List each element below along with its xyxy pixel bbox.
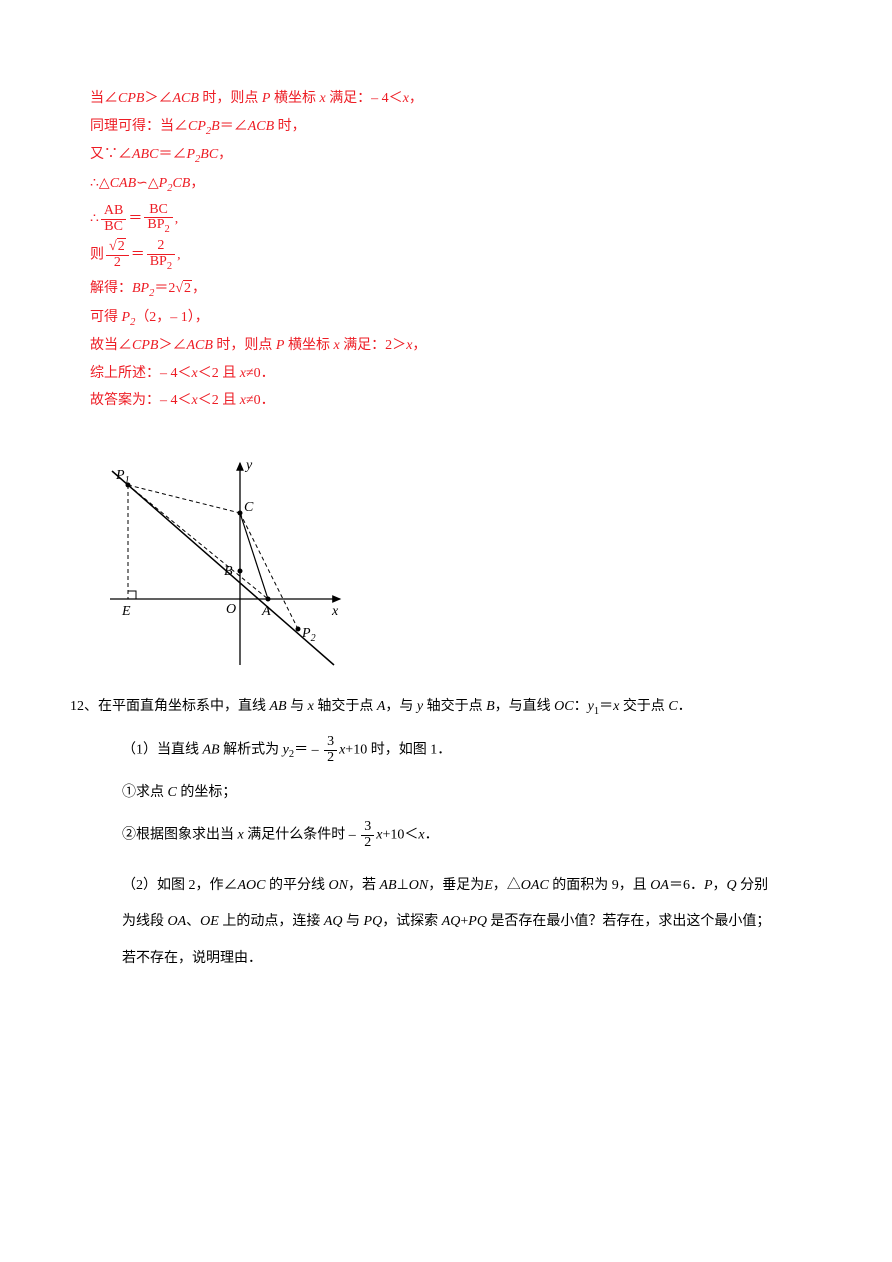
sol-line-8: 可得 P2（2，– 1）， [90,305,802,333]
sol-line-5: ∴ABBC＝BCBP2, [90,203,802,236]
sol-line-4: ∴△CAB∽△P2CB， [90,171,802,199]
sol-line-10: 综上所述：– 4＜x＜2 且 x≠0． [90,361,802,388]
problem-12-part1: （1）当直线 AB 解析式为 y2＝ – 32x+10 时，如图 1． [122,735,802,765]
problem-12-q1: ①求点 C 的坐标； [122,780,802,807]
svg-text:C: C [244,500,254,515]
sol-line-1: 当∠CPB＞∠ACB 时，则点 P 横坐标 x 满足：– 4＜x， [90,86,802,113]
sol-line-2: 同理可得：当∠CP2B＝∠ACB 时， [90,114,802,142]
problem-number: 12、 [70,699,98,714]
svg-text:P2: P2 [301,626,316,644]
sol-line-3: 又∵∠ABC＝∠P2BC， [90,142,802,170]
svg-text:E: E [121,604,131,619]
problem-12-part2-line2: 为线段 OA、OE 上的动点，连接 AQ 与 PQ，试探索 AQ+PQ 是否存在… [122,909,802,936]
sol-line-9: 故当∠CPB＞∠ACB 时，则点 P 横坐标 x 满足：2＞x， [90,333,802,360]
svg-text:A: A [261,604,271,619]
svg-text:B: B [224,564,233,579]
svg-text:P1: P1 [115,468,130,486]
problem-12-part2-line1: （2）如图 2，作∠AOC 的平分线 ON，若 AB⊥ON，垂足为E，△OAC … [122,873,802,900]
svg-text:x: x [331,604,339,619]
sol-line-11: 故答案为：– 4＜x＜2 且 x≠0． [90,388,802,415]
problem-12-q2: ②根据图象求出当 x 满足什么条件时 – 32x+10＜x． [122,820,802,850]
svg-text:y: y [244,458,253,473]
svg-text:O: O [226,602,236,617]
problem-12-part2-line3: 若不存在，说明理由． [122,946,802,973]
problem-12: 12、在平面直角坐标系中，直线 AB 与 x 轴交于点 A，与 y 轴交于点 B… [70,694,802,722]
coordinate-diagram: P1 y C B O A x E P2 [110,421,802,682]
sol-line-7: 解得：BP2＝22， [90,276,802,304]
sol-line-6: 则22＝2BP2, [90,239,802,272]
